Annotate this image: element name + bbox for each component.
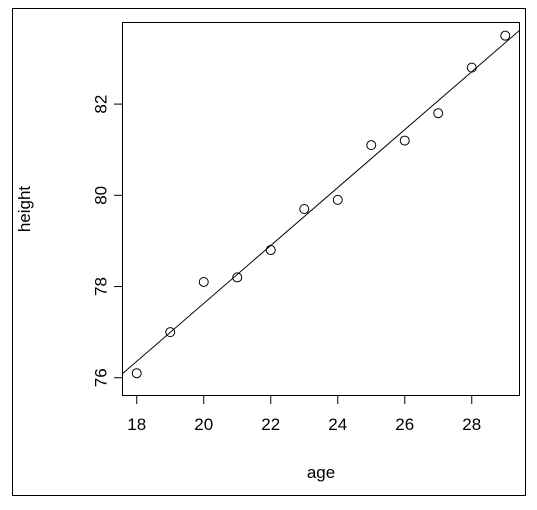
data-point xyxy=(165,327,176,338)
y-tick-label: 78 xyxy=(91,277,110,296)
data-point xyxy=(399,135,410,146)
figure-border xyxy=(12,8,526,496)
data-point xyxy=(131,368,142,379)
data-point xyxy=(466,62,477,73)
x-tick-label: 28 xyxy=(462,415,481,434)
data-point xyxy=(433,108,444,119)
x-tick-label: 18 xyxy=(127,415,146,434)
x-tick-label: 26 xyxy=(395,415,414,434)
x-tick-label: 20 xyxy=(194,415,213,434)
data-point xyxy=(366,140,377,151)
trend-line xyxy=(122,29,520,375)
y-axis-label: height xyxy=(15,186,34,233)
plot-area xyxy=(122,29,520,379)
x-tick-label: 22 xyxy=(261,415,280,434)
plot-box xyxy=(122,22,520,396)
x-tick-label: 24 xyxy=(328,415,347,434)
data-point xyxy=(232,272,243,283)
y-tick-label: 76 xyxy=(91,368,110,387)
data-point xyxy=(332,194,343,205)
y-tick-label: 82 xyxy=(91,95,110,114)
data-point xyxy=(299,204,310,214)
data-point xyxy=(265,245,276,256)
data-point xyxy=(500,30,511,41)
y-tick-label: 80 xyxy=(91,186,110,205)
data-point xyxy=(198,276,209,287)
x-axis-label: age xyxy=(307,463,335,482)
